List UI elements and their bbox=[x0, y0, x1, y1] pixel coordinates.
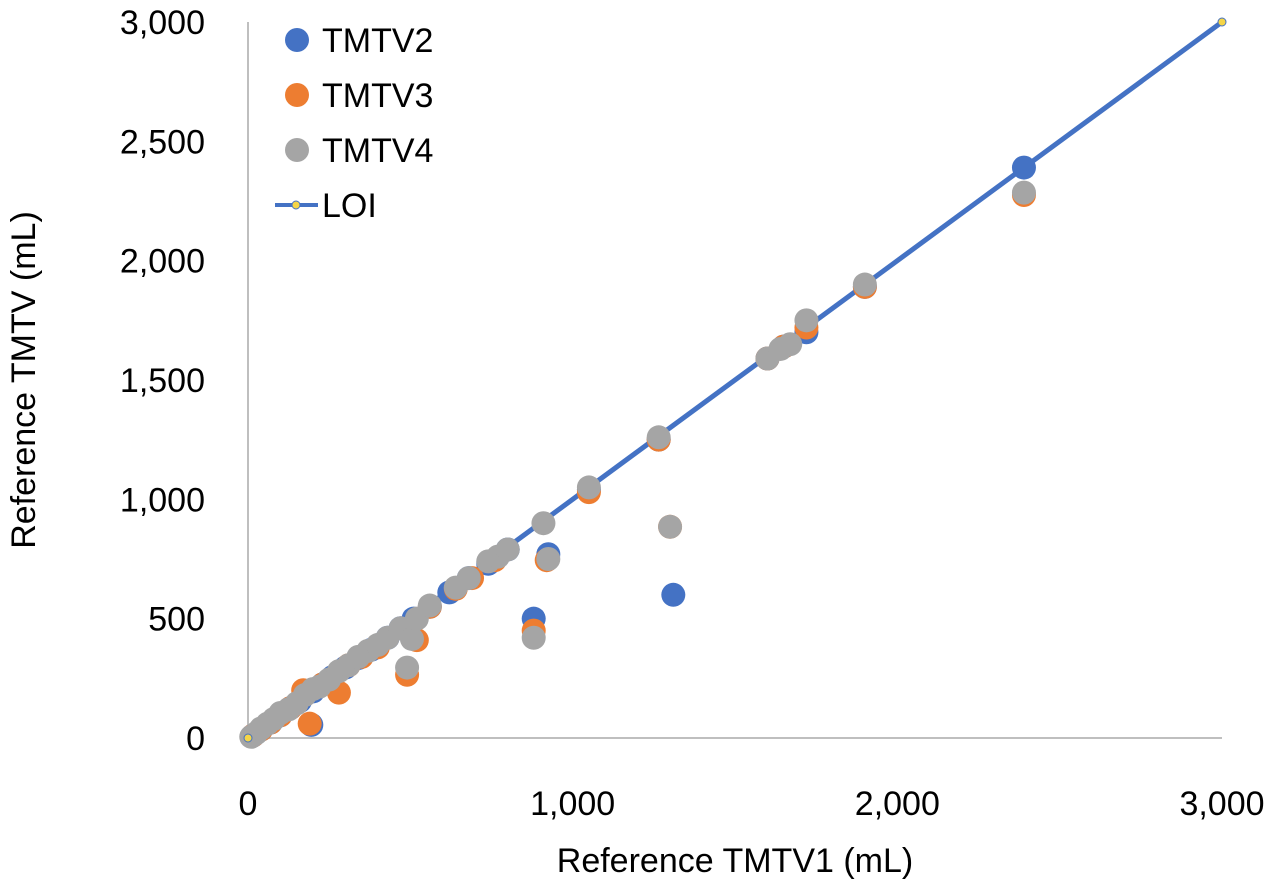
legend-label-tmtv2: TMTV2 bbox=[322, 22, 433, 60]
tmtv2-point bbox=[661, 582, 686, 607]
tmtv4-point bbox=[852, 272, 877, 297]
tmtv4-point bbox=[658, 514, 683, 539]
legend: TMTV2 TMTV3 TMTV4 LOI bbox=[275, 22, 433, 225]
tmtv2-point bbox=[1011, 155, 1036, 180]
y-axis-title: Reference TMTV (mL) bbox=[5, 211, 43, 549]
loi-marker bbox=[243, 733, 253, 743]
y-tick-label: 1,000 bbox=[120, 481, 205, 519]
legend-label-tmtv4: TMTV4 bbox=[322, 132, 433, 170]
legend-label-loi: LOI bbox=[322, 187, 377, 225]
legend-marker-tmtv2 bbox=[285, 28, 309, 52]
y-tick-label: 0 bbox=[186, 720, 205, 758]
x-axis-title: Reference TMTV1 (mL) bbox=[557, 842, 913, 880]
x-tick-label: 2,000 bbox=[855, 785, 940, 823]
points-layer bbox=[239, 17, 1227, 749]
legend-marker-tmtv3 bbox=[285, 83, 309, 107]
tmtv4-point bbox=[521, 625, 546, 650]
tmtv4-point bbox=[646, 425, 671, 450]
tmtv4-point bbox=[794, 308, 819, 333]
loi-marker bbox=[1217, 17, 1227, 27]
tmtv4-point bbox=[399, 626, 424, 651]
legend-marker-loi bbox=[291, 200, 301, 210]
tmtv4-point bbox=[536, 547, 561, 571]
tmtv4-point bbox=[576, 475, 601, 500]
tmtv4-point bbox=[395, 655, 420, 680]
x-tick-labels: 0 1,000 2,000 3,000 bbox=[239, 785, 1265, 823]
tmtv4-point bbox=[495, 537, 520, 562]
tmtv4-point bbox=[417, 593, 442, 618]
legend-marker-tmtv4 bbox=[285, 138, 309, 162]
y-tick-label: 2,500 bbox=[120, 123, 205, 161]
y-tick-labels: 0 500 1,000 1,500 2,000 2,500 3,000 bbox=[120, 4, 205, 758]
tmtv3-point bbox=[297, 711, 322, 736]
y-tick-label: 500 bbox=[148, 601, 205, 639]
y-tick-label: 3,000 bbox=[120, 4, 205, 42]
tmtv4-point bbox=[456, 566, 481, 591]
x-tick-label: 1,000 bbox=[530, 785, 615, 823]
tmtv4-point bbox=[531, 511, 556, 536]
legend-label-tmtv3: TMTV3 bbox=[322, 77, 433, 115]
y-tick-label: 1,500 bbox=[120, 362, 205, 400]
y-tick-label: 2,000 bbox=[120, 243, 205, 281]
tmtv4-point bbox=[778, 332, 803, 357]
x-tick-label: 3,000 bbox=[1179, 785, 1264, 823]
tmtv4-point bbox=[1011, 180, 1036, 205]
x-tick-label: 0 bbox=[239, 785, 258, 823]
axes bbox=[247, 22, 1222, 739]
